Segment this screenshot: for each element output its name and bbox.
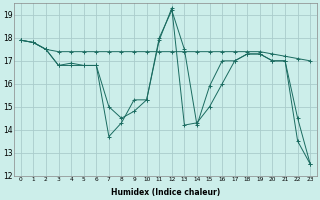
X-axis label: Humidex (Indice chaleur): Humidex (Indice chaleur)	[111, 188, 220, 197]
